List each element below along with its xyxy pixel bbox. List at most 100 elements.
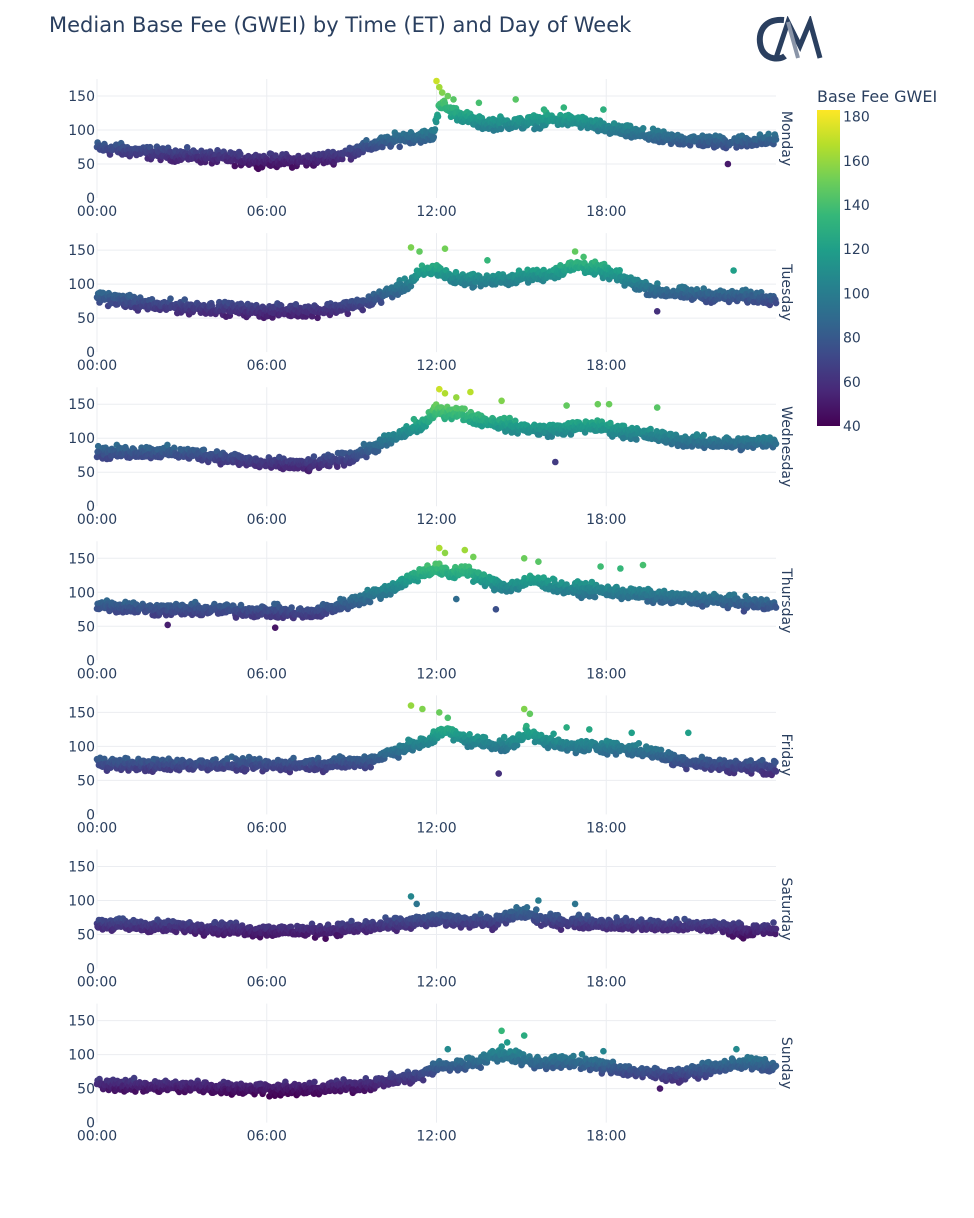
data-point	[183, 144, 191, 151]
data-point	[431, 126, 439, 133]
data-point	[484, 257, 491, 264]
x-tick-label: 06:00	[247, 512, 287, 528]
data-point	[497, 125, 505, 133]
data-point	[653, 308, 661, 315]
data-point	[436, 385, 443, 393]
data-point	[535, 558, 542, 565]
data-point	[379, 143, 386, 151]
data-point	[616, 267, 623, 274]
data-point	[591, 593, 599, 601]
data-point	[605, 400, 613, 408]
data-point	[475, 99, 483, 107]
data-point	[467, 388, 474, 396]
data-point	[619, 434, 627, 442]
data-point	[461, 405, 468, 413]
data-point	[552, 458, 559, 466]
x-tick-label: 12:00	[416, 512, 456, 528]
data-point	[310, 453, 318, 460]
data-point	[339, 155, 346, 163]
data-point	[436, 544, 443, 552]
data-point	[571, 248, 579, 255]
data-point	[231, 162, 239, 170]
data-point	[416, 248, 423, 255]
x-tick-label: 00:00	[77, 204, 117, 220]
y-tick-label: 150	[68, 243, 95, 259]
data-point	[639, 125, 647, 132]
y-tick-label: 0	[86, 191, 95, 207]
data-point	[377, 299, 385, 307]
data-point	[410, 415, 418, 423]
data-point	[470, 553, 477, 561]
x-tick-label: 00:00	[77, 358, 117, 374]
data-point	[600, 106, 607, 113]
data-point	[441, 390, 449, 397]
data-point	[438, 89, 446, 96]
data-point	[560, 104, 568, 111]
chart-title: Median Base Fee (GWEI) by Time (ET) and …	[49, 13, 632, 37]
data-point	[272, 152, 279, 159]
y-tick-label: 100	[68, 585, 95, 601]
data-point	[363, 137, 370, 144]
data-point	[540, 106, 548, 113]
data-point	[453, 595, 460, 603]
data-point	[396, 143, 404, 151]
data-point	[444, 92, 452, 100]
x-tick-label: 00:00	[77, 666, 117, 682]
data-point	[271, 624, 279, 631]
data-point	[765, 130, 772, 138]
data-point	[441, 245, 449, 252]
y-tick-label: 150	[68, 89, 95, 105]
data-point	[639, 561, 647, 569]
facet-label: Monday	[778, 111, 794, 166]
x-tick-label: 00:00	[77, 512, 117, 528]
data-point	[243, 766, 250, 773]
data-point	[407, 244, 415, 251]
data-point	[461, 546, 469, 554]
data-point	[724, 160, 732, 168]
data-point	[617, 565, 624, 572]
data-point	[167, 295, 174, 303]
data-point	[700, 431, 707, 439]
data-point	[633, 436, 640, 443]
y-tick-label: 50	[77, 311, 95, 327]
x-tick-label: 06:00	[247, 358, 287, 374]
x-tick-label: 12:00	[416, 204, 456, 220]
x-tick-label: 18:00	[586, 358, 626, 374]
facet-label: Wednesday	[778, 406, 794, 487]
data-point	[237, 150, 244, 158]
data-point	[366, 598, 374, 606]
x-tick-label: 12:00	[416, 666, 456, 682]
data-point	[453, 394, 460, 401]
y-tick-label: 150	[68, 551, 95, 567]
data-point	[436, 83, 443, 91]
y-tick-label: 50	[77, 619, 95, 635]
data-point	[653, 404, 661, 411]
x-tick-label: 18:00	[586, 512, 626, 528]
data-point	[359, 306, 367, 314]
data-point	[580, 253, 587, 261]
data-point	[433, 77, 440, 85]
data-point	[434, 113, 442, 120]
cm-logo	[756, 16, 823, 62]
data-point	[450, 96, 457, 103]
data-point	[597, 563, 604, 570]
data-point	[492, 606, 500, 613]
x-tick-label: 06:00	[247, 204, 287, 220]
x-tick-label: 18:00	[586, 204, 626, 220]
data-point	[730, 267, 737, 274]
x-tick-label: 12:00	[416, 358, 456, 374]
scatter-series-monday	[93, 77, 780, 173]
y-tick-label: 50	[77, 465, 95, 481]
data-point	[512, 96, 519, 103]
data-point	[686, 142, 694, 149]
x-tick-label: 18:00	[586, 666, 626, 682]
data-point	[430, 133, 438, 141]
data-point	[772, 136, 780, 143]
data-point	[441, 549, 449, 557]
y-tick-label: 100	[68, 277, 95, 293]
